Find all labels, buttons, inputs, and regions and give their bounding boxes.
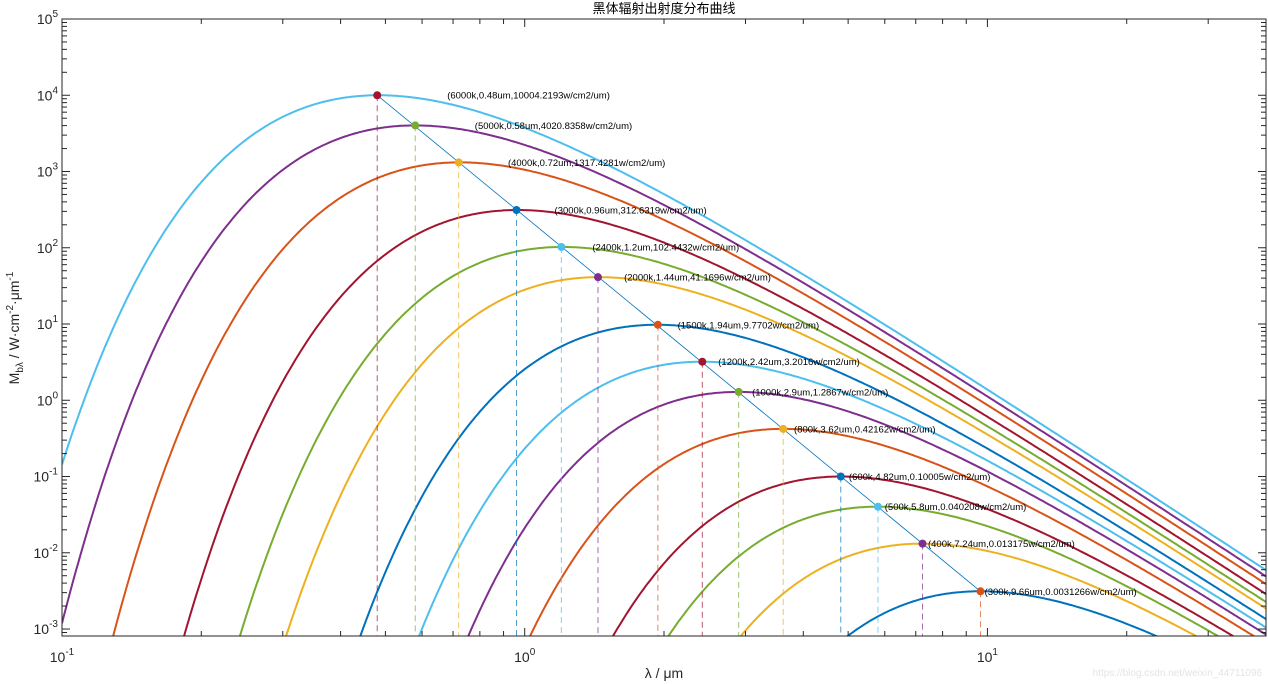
y-tick-label: 10-2	[34, 543, 59, 561]
curve-800k	[528, 427, 1256, 636]
peak-marker-6000k	[373, 91, 382, 100]
y-tick-base: 10	[37, 392, 53, 408]
x-tick-label: 100	[514, 647, 536, 665]
peak-marker-2000k	[593, 273, 602, 282]
x-tick-base: 10	[50, 649, 66, 665]
curves-layer	[62, 94, 1266, 636]
y-tick-label: 105	[37, 9, 59, 27]
curve-2400k	[238, 246, 1266, 636]
peak-label-2000k: (2000k,1.44um,41.1696w/cm2/um)	[624, 273, 771, 284]
y-label-sup2: -1	[5, 271, 16, 280]
peak-label-1200k: (1200k,2.42um,3.2016w/cm2/um)	[718, 357, 860, 368]
curve-3000k	[183, 209, 1266, 636]
peak-label-1000k: (1000k,2.9um,1.2867w/cm2/um)	[752, 387, 888, 398]
peak-label-4000k: (4000k,0.72um,1317.4281w/cm2/um)	[508, 158, 665, 169]
y-axis-label: Mbλ / W·cm-2·μm-1	[5, 271, 26, 384]
plot-area-frame	[61, 18, 1267, 637]
peak-marker-1000k	[734, 387, 743, 396]
y-tick-exp: -3	[49, 619, 58, 630]
peak-label-800k: (800k,3.62um,0.42162w/cm2/um)	[794, 424, 936, 435]
y-tick-exp: 5	[52, 9, 58, 20]
x-tick-exp: -1	[65, 647, 74, 658]
peak-marker-4000k	[454, 158, 463, 167]
chart-title: 黑体辐射出射度分布曲线	[592, 1, 735, 16]
y-tick-base: 10	[37, 87, 53, 103]
peak-marker-5000k	[411, 121, 420, 130]
y-label-mid: ·μm	[6, 281, 22, 305]
peak-label-5000k: (5000k,0.58um,4020.8358w/cm2/um)	[475, 121, 632, 132]
watermark: https://blog.csdn.net/weixin_44711096	[1093, 668, 1263, 679]
y-label-rest: / W·cm	[6, 314, 22, 362]
peak-marker-300k	[976, 587, 985, 596]
curve-300k	[846, 590, 1159, 636]
peak-label-400k: (400k,7.24um,0.013175w/cm2/um)	[928, 539, 1075, 550]
y-tick-exp: 2	[52, 238, 58, 249]
y-tick-base: 10	[34, 545, 50, 561]
peak-label-1500k: (1500k,1.94um,9.7702w/cm2/um)	[678, 320, 820, 331]
y-label-sub: bλ	[15, 362, 26, 373]
x-tick-exp: 1	[992, 647, 998, 658]
y-tick-base: 10	[37, 316, 53, 332]
peak-marker-400k	[918, 539, 927, 548]
curve-6000k	[62, 94, 1266, 572]
y-tick-label: 102	[37, 238, 59, 256]
y-label-sup1: -2	[5, 305, 16, 314]
curve-600k	[611, 475, 1235, 636]
y-tick-exp: 1	[52, 314, 58, 325]
curve-1200k	[418, 360, 1266, 636]
wien-displacement-line	[376, 94, 981, 592]
peak-label-3000k: (3000k,0.96um,312.6319w/cm2/um)	[555, 206, 707, 217]
y-tick-label: 103	[37, 162, 59, 180]
peak-marks-layer: (6000k,0.48um,10004.2193w/cm2/um) (5000k,…	[373, 91, 1137, 636]
peak-marker-600k	[836, 472, 845, 481]
curve-1000k	[467, 390, 1266, 636]
y-tick-exp: 3	[52, 162, 58, 173]
y-tick-exp: 4	[52, 85, 58, 96]
y-tick-label: 10-1	[34, 467, 59, 485]
y-tick-base: 10	[37, 240, 53, 256]
peak-label-600k: (600k,4.82um,0.10005w/cm2/um)	[849, 472, 991, 483]
y-tick-exp: -1	[49, 467, 58, 478]
curve-1500k	[359, 323, 1266, 636]
y-tick-base: 10	[34, 621, 50, 637]
y-label-main: M	[6, 373, 22, 385]
peak-marker-1500k	[653, 320, 662, 329]
curve-500k	[667, 505, 1220, 636]
peak-marker-800k	[779, 424, 788, 433]
curve-400k	[739, 542, 1199, 636]
peak-label-300k: (300k,9.66um,0.0031266w/cm2/um)	[985, 587, 1137, 598]
y-tick-label: 100	[37, 390, 59, 408]
y-tick-exp: -2	[49, 543, 58, 554]
y-tick-base: 10	[37, 11, 53, 27]
y-tick-label: 101	[37, 314, 59, 332]
curve-4000k	[112, 161, 1266, 636]
y-tick-base: 10	[34, 469, 50, 485]
curve-2000k	[285, 276, 1266, 636]
x-tick-base: 10	[514, 649, 530, 665]
x-tick-label: 101	[977, 647, 999, 665]
x-tick-label: 10-1	[50, 647, 75, 665]
y-tick-base: 10	[37, 164, 53, 180]
y-tick-label: 10-3	[34, 619, 59, 637]
y-tick-label: 104	[37, 85, 59, 103]
x-tick-base: 10	[977, 649, 993, 665]
peak-marker-3000k	[512, 206, 521, 215]
x-tick-exp: 0	[530, 647, 536, 658]
curve-5000k	[62, 124, 1266, 624]
peak-label-6000k: (6000k,0.48um,10004.2193w/cm2/um)	[447, 91, 610, 102]
peak-marker-1200k	[698, 357, 707, 366]
y-tick-exp: 0	[52, 390, 58, 401]
peak-marker-2400k	[557, 242, 566, 251]
peak-marker-500k	[873, 502, 882, 511]
peak-label-2400k: (2400k,1.2um,102.4432w/cm2/um)	[592, 242, 739, 253]
x-axis-label: λ / μm	[645, 665, 683, 681]
peak-label-500k: (500k,5.8um,0.040208w/cm2/um)	[885, 502, 1027, 513]
